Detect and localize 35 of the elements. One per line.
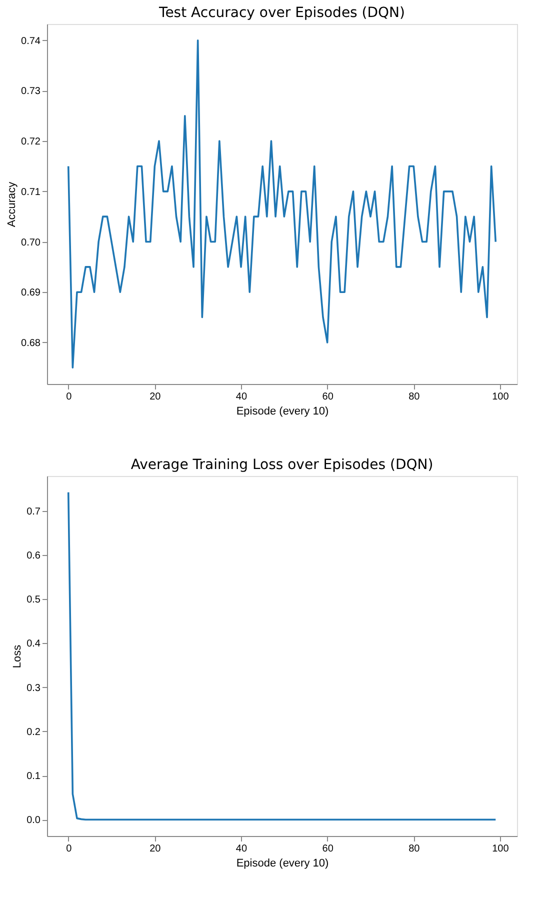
y-tick-label: 0.69 [21,288,41,299]
line-series [67,39,497,369]
y-tick-label: 0.71 [21,186,41,198]
y-axis-title: Loss [12,644,24,668]
y-tick-label: 0.74 [21,36,41,47]
y-tick-label: 0.1 [26,771,41,782]
y-tick-label: 0.2 [26,726,41,738]
x-tick-label: 0 [66,392,72,402]
y-tick-label: 0.3 [26,682,41,694]
y-tick-label: 0.70 [21,237,41,248]
y-tick-label: 0.73 [21,86,41,98]
x-tick-label: 100 [492,392,510,402]
y-axis-title: Accuracy [6,181,18,228]
chart-title: Test Accuracy over Episodes (DQN) [158,5,405,21]
x-tick-label: 20 [150,392,162,402]
y-tick-label: 0.68 [21,338,41,349]
x-tick-label: 60 [322,392,334,402]
x-tick-label: 20 [150,844,162,854]
x-tick-label: 100 [492,844,510,854]
x-tick-label: 40 [236,392,248,402]
x-tick-label: 0 [66,844,72,854]
x-tick-label: 40 [236,844,248,854]
y-tick-label: 0.4 [26,638,41,650]
line-series [67,491,497,821]
y-tick-label: 0.6 [26,550,41,562]
x-axis-title: Episode (every 10) [236,858,329,870]
x-tick-label: 60 [322,844,334,854]
y-tick-label: 0.72 [21,136,41,148]
x-axis-title: Episode (every 10) [236,406,329,418]
x-tick-label: 80 [408,392,420,402]
y-tick-label: 0.5 [26,594,41,606]
chart-title: Average Training Loss over Episodes (DQN) [130,457,434,473]
x-tick-label: 80 [408,844,420,854]
y-tick-label: 0.7 [26,506,41,518]
y-tick-label: 0.0 [26,815,41,826]
